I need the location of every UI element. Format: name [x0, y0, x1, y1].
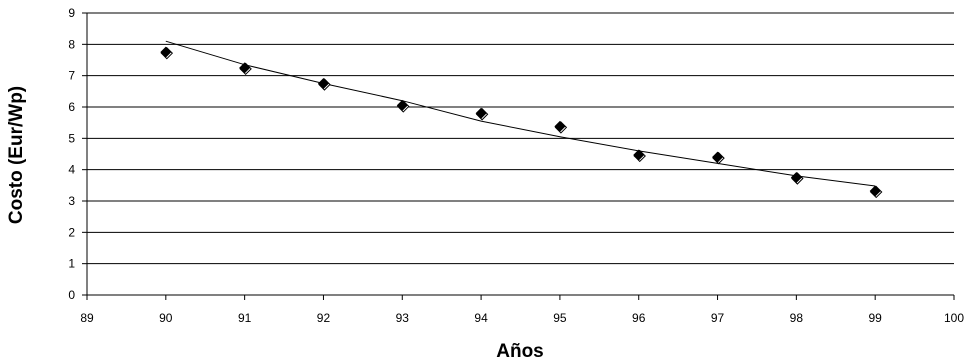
x-tick-label: 99 — [869, 311, 883, 325]
x-tick-label: 93 — [396, 311, 410, 325]
x-tick-label: 89 — [80, 311, 94, 325]
x-tick-label: 92 — [317, 311, 331, 325]
x-tick-label: 91 — [238, 311, 252, 325]
trendline — [165, 40, 876, 187]
data-point — [633, 149, 646, 163]
y-axis-ticks: 0 1 2 3 4 5 6 7 8 9 — [68, 6, 87, 302]
y-tick-label: 1 — [68, 257, 75, 271]
y-tick-label: 4 — [68, 163, 75, 177]
x-tick-label: 90 — [159, 311, 173, 325]
data-points — [160, 46, 883, 199]
data-point — [475, 107, 489, 121]
data-point — [790, 172, 804, 185]
data-point — [317, 78, 331, 91]
x-tick-label: 97 — [711, 311, 725, 325]
y-tick-label: 6 — [68, 100, 75, 114]
y-tick-label: 7 — [68, 69, 75, 83]
data-point — [396, 99, 410, 113]
y-tick-label: 8 — [68, 37, 75, 51]
gridlines — [87, 12, 954, 265]
x-axis-ticks: 89 90 91 92 93 94 95 96 97 98 99 100 — [80, 295, 964, 325]
y-tick-label: 9 — [68, 6, 75, 20]
x-tick-label: 95 — [553, 311, 567, 325]
y-tick-label: 3 — [68, 194, 75, 208]
y-tick-label: 2 — [68, 225, 75, 239]
y-tick-label: 5 — [68, 131, 75, 145]
data-point — [239, 62, 252, 76]
y-tick-label: 0 — [68, 288, 75, 302]
data-point — [160, 46, 174, 60]
x-axis-title: Años — [496, 341, 544, 362]
data-point — [869, 185, 883, 199]
data-point — [712, 151, 725, 165]
x-tick-label: 96 — [632, 311, 646, 325]
x-tick-label: 94 — [474, 311, 488, 325]
x-tick-label: 100 — [944, 311, 964, 325]
y-axis-title: Costo (Eur/Wp) — [6, 86, 27, 224]
x-tick-label: 98 — [790, 311, 804, 325]
data-point — [554, 120, 568, 134]
